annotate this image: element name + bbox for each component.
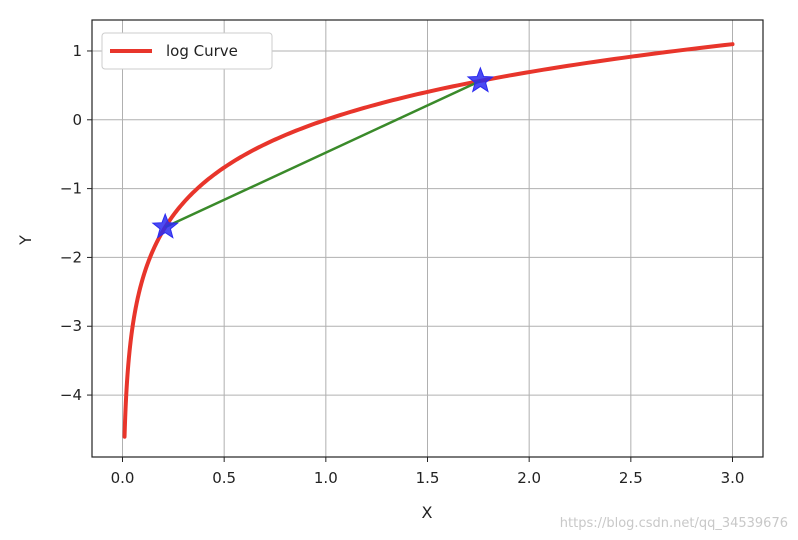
star-marker bbox=[151, 212, 179, 239]
y-tick-label: −3 bbox=[60, 317, 82, 335]
ticks: 0.0 0.5 1.0 1.5 2.0 2.5 3.0 1 0 −1 −2 −3 −4 bbox=[60, 42, 745, 487]
y-axis-label: Y bbox=[16, 235, 35, 246]
secant-line bbox=[164, 79, 481, 229]
star-marker bbox=[466, 66, 495, 93]
legend-label-log-curve: log Curve bbox=[166, 42, 238, 60]
x-tick-label: 0.0 bbox=[111, 469, 135, 487]
y-tick-label: −1 bbox=[60, 180, 82, 198]
x-axis-label: X bbox=[422, 503, 433, 522]
x-tick-label: 2.5 bbox=[619, 469, 643, 487]
y-tick-label: 1 bbox=[72, 42, 82, 60]
series-group bbox=[122, 42, 735, 439]
x-tick-label: 3.0 bbox=[721, 469, 745, 487]
x-tick-label: 0.5 bbox=[212, 469, 236, 487]
y-tick-label: −4 bbox=[60, 386, 82, 404]
legend-box bbox=[101, 32, 273, 70]
x-tick-label: 1.0 bbox=[314, 469, 338, 487]
log-curve-line bbox=[122, 42, 735, 439]
x-tick-label: 1.5 bbox=[416, 469, 440, 487]
x-tick-label: 2.0 bbox=[517, 469, 541, 487]
y-tick-label: 0 bbox=[72, 111, 82, 129]
legend: log Curve bbox=[101, 32, 273, 70]
watermark: https://blog.csdn.net/qq_34539676 bbox=[560, 516, 788, 531]
y-tick-label: −2 bbox=[60, 248, 82, 266]
